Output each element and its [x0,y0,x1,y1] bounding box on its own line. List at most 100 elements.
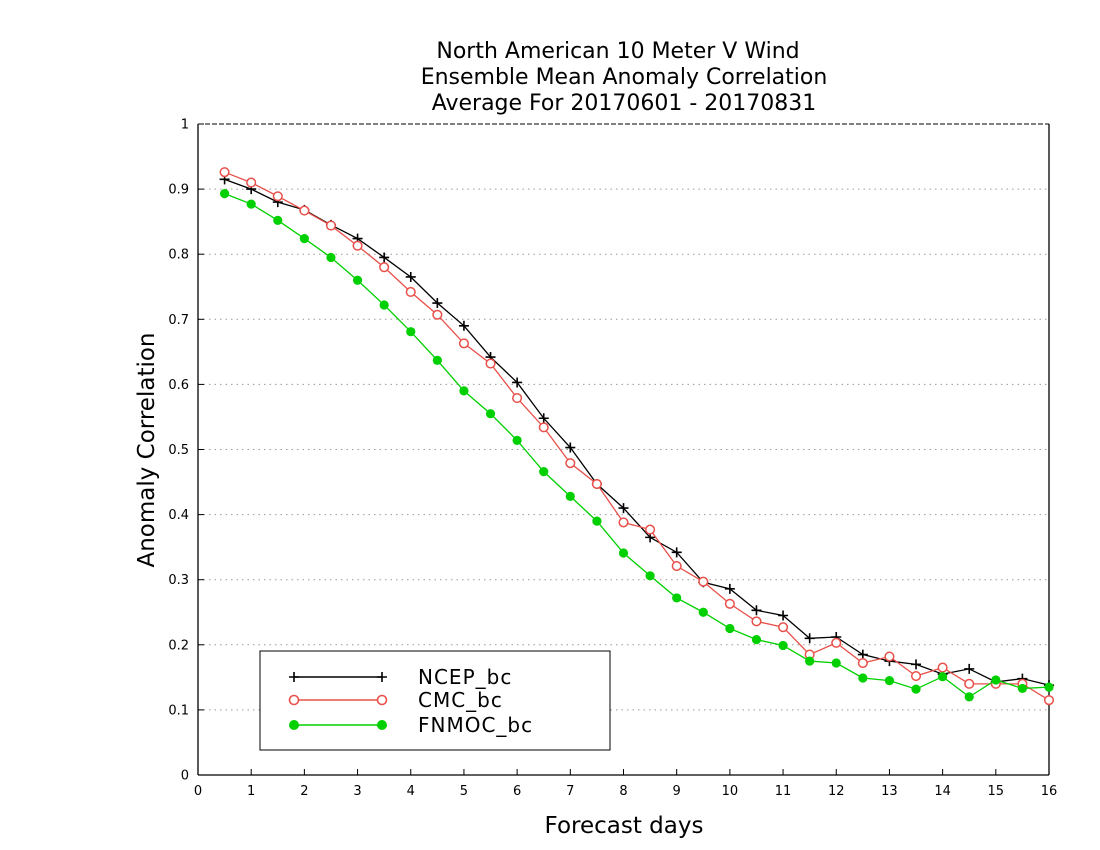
series-fnmoc-bc [219,189,1054,702]
series-line-ncep-bc [224,178,1050,686]
point-ncep-bc-20 [751,605,762,616]
point-cmc-bc-27 [937,662,948,673]
point-fnmoc-bc-14 [592,516,602,526]
point-cmc-bc-3 [299,205,310,216]
point-fnmoc-bc-18 [698,607,708,617]
point-cmc-bc-16 [645,524,656,535]
y-tick-label-1: 0.1 [168,703,189,718]
point-ncep-bc-24 [857,649,868,660]
chart-title: North American 10 Meter V Wind Ensemble … [421,39,828,116]
point-fnmoc-bc-3 [299,233,309,244]
point-cmc-bc-13 [565,458,576,469]
point-fnmoc-bc-10 [485,409,496,419]
series-cmc-bc [219,167,1055,706]
point-fnmoc-bc-24 [858,673,868,683]
point-cmc-bc-4 [325,220,337,231]
y-tick-label-5: 0.5 [168,443,189,458]
point-cmc-bc-19 [724,598,735,609]
point-cmc-bc-0 [219,167,230,178]
series-ncep-bc [219,174,1054,691]
point-cmc-bc-15 [618,517,629,528]
x-tick-label-9: 9 [673,784,681,799]
point-fnmoc-bc-5 [352,275,363,285]
point-fnmoc-bc-28 [964,692,974,702]
x-tick-label-16: 16 [1041,784,1058,799]
point-fnmoc-bc-27 [938,672,948,682]
point-cmc-bc-17 [671,560,682,572]
point-ncep-bc-13 [565,442,576,453]
point-fnmoc-bc-1 [246,199,256,209]
point-fnmoc-bc-12 [539,467,549,477]
point-ncep-bc-6 [379,252,390,263]
y-tick-label-2: 0.2 [168,638,189,653]
point-ncep-bc-26 [911,659,922,670]
point-cmc-bc-23 [831,637,842,648]
point-cmc-bc-20 [751,616,762,627]
point-cmc-bc-31 [1043,695,1055,706]
point-fnmoc-bc-0 [219,189,230,199]
x-tick-label-6: 6 [513,784,521,799]
y-tick-label-0: 0 [181,769,189,784]
point-ncep-bc-8 [432,298,443,309]
series-layer [219,167,1055,706]
point-cmc-bc-9 [458,338,469,349]
point-fnmoc-bc-4 [326,252,336,263]
point-fnmoc-bc-16 [645,571,655,581]
x-tick-label-4: 4 [407,784,415,799]
x-tick-label-13: 13 [881,784,898,799]
x-tick-label-7: 7 [566,784,574,799]
point-fnmoc-bc-26 [911,684,921,694]
legend: NCEP_bc CMC_bc FNMOC_bc [259,650,611,751]
x-tick-label-15: 15 [988,784,1005,799]
legend-label-ncep: NCEP_bc [418,665,512,689]
point-ncep-bc-21 [778,610,789,621]
legend-marker-fnmoc-2 [377,720,387,730]
x-tick-label-0: 0 [194,784,202,799]
point-fnmoc-bc-22 [805,656,815,666]
x-tick-label-12: 12 [828,784,845,799]
point-ncep-bc-9 [458,320,469,331]
legend-marker-fnmoc-1 [289,720,299,730]
point-fnmoc-bc-11 [512,435,522,445]
point-fnmoc-bc-20 [751,634,762,645]
point-fnmoc-bc-8 [432,355,442,365]
point-cmc-bc-5 [352,240,363,251]
legend-label-fnmoc: FNMOC_bc [418,713,533,737]
point-ncep-bc-11 [512,377,523,388]
point-fnmoc-bc-6 [379,300,389,310]
legend-item-cmc: CMC_bc [288,688,502,712]
y-axis-ticks: 0 0.1 0.2 0.3 0.4 0.5 0.6 0.7 0.8 0.9 1 [168,118,204,784]
point-fnmoc-bc-23 [831,658,841,668]
point-ncep-bc-22 [804,633,815,644]
chart-title-line-1: North American 10 Meter V Wind [436,39,799,64]
x-tick-label-10: 10 [722,784,739,799]
x-tick-label-1: 1 [247,784,255,799]
x-tick-label-14: 14 [934,784,951,799]
point-cmc-bc-7 [405,286,416,298]
point-cmc-bc-28 [964,678,975,689]
y-tick-label-10: 1 [181,118,189,133]
y-tick-label-7: 0.7 [168,313,189,328]
legend-item-fnmoc: FNMOC_bc [289,713,533,737]
point-ncep-bc-7 [405,271,416,282]
y-tick-label-6: 0.6 [168,378,189,393]
point-fnmoc-bc-30 [1017,683,1028,694]
y-tick-label-8: 0.8 [168,248,189,263]
x-tick-label-2: 2 [300,784,308,799]
gridlines [198,188,1049,711]
point-fnmoc-bc-25 [884,676,895,686]
point-cmc-bc-18 [698,576,709,587]
point-fnmoc-bc-9 [459,386,469,396]
y-axis-label: Anomaly Correlation [134,332,160,567]
point-fnmoc-bc-7 [406,327,416,337]
legend-marker-cmc-1 [288,694,300,706]
point-ncep-bc-19 [724,583,735,594]
point-cmc-bc-12 [538,422,549,433]
y-tick-label-4: 0.4 [168,508,189,523]
x-tick-label-3: 3 [353,784,361,799]
x-axis-ticks: 0 1 2 3 4 5 6 7 8 9 10 11 12 13 14 15 16 [194,769,1057,799]
point-cmc-bc-10 [485,358,496,369]
chart-title-line-2: Ensemble Mean Anomaly Correlation [421,65,828,90]
